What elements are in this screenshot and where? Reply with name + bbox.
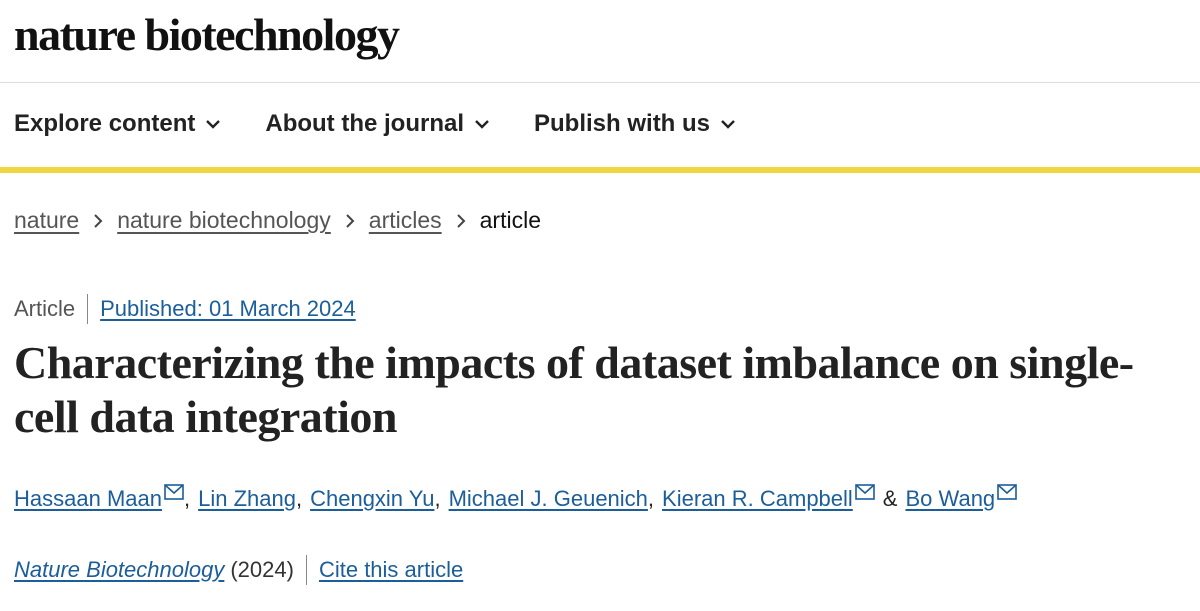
email-icon <box>997 484 1017 500</box>
author-list: Hassaan Maan, Lin Zhang, Chengxin Yu, Micha… <box>14 484 1017 512</box>
divider <box>87 294 89 324</box>
published-date[interactable]: Published: 01 March 2024 <box>100 296 356 321</box>
author-separator: , <box>647 486 655 511</box>
chevron-right <box>346 213 355 228</box>
breadcrumb-separator <box>93 213 103 229</box>
nav-item[interactable]: Publish with us <box>534 110 736 138</box>
chevron-down <box>475 120 489 129</box>
author-name[interactable]: Lin Zhang <box>198 486 296 511</box>
nav-item[interactable]: About the journal <box>265 110 490 138</box>
breadcrumb-separator <box>456 213 466 229</box>
chevron-down <box>721 120 735 129</box>
nav-label: About the journal <box>265 110 465 137</box>
journal-logo[interactable]: nature biotechnology <box>14 9 400 60</box>
cite-link[interactable]: Cite this article <box>318 557 464 582</box>
header-rule <box>0 82 1200 83</box>
author-name[interactable]: Kieran R. Campbell <box>662 486 853 511</box>
breadcrumb-link[interactable]: nature <box>14 207 80 233</box>
breadcrumb-current: article <box>479 207 541 233</box>
nav-item[interactable]: Explore content <box>14 110 221 138</box>
nav-label: Explore content <box>14 110 196 137</box>
email-icon <box>164 484 184 500</box>
breadcrumb-separator <box>345 213 355 229</box>
author-name[interactable]: Hassaan Maan <box>14 486 162 511</box>
journal-name[interactable]: Nature Biotechnology <box>14 557 225 582</box>
author-name[interactable]: Michael J. Geuenich <box>448 486 648 511</box>
main-nav: Explore content About the journal Publish … <box>14 110 736 138</box>
nav-label: Publish with us <box>534 110 711 137</box>
chevron-down <box>206 120 221 129</box>
author-name[interactable]: Bo Wang <box>905 486 996 511</box>
breadcrumbs: nature nature biotechnology articles articl… <box>14 207 541 234</box>
article-type: Article <box>14 296 76 321</box>
article-meta: Article Published: 01 March 2024 <box>14 294 356 324</box>
chevron-right <box>456 213 466 228</box>
article-title: Characterizing the impacts of dataset im… <box>14 337 1134 442</box>
accent-bar <box>0 167 1200 173</box>
citation-line: Nature Biotechnology (2024) Cite this ar… <box>14 555 463 585</box>
email-icon <box>854 484 875 500</box>
author-separator: & <box>882 486 898 511</box>
breadcrumb-link[interactable]: articles <box>368 207 442 233</box>
chevron-right <box>94 213 103 228</box>
author-separator: , <box>183 486 191 511</box>
author-separator: , <box>434 486 441 511</box>
year: (2024) <box>230 557 294 582</box>
author-separator: , <box>295 486 303 511</box>
author-name[interactable]: Chengxin Yu <box>310 486 435 511</box>
divider <box>305 555 307 585</box>
breadcrumb-link[interactable]: nature biotechnology <box>117 207 331 233</box>
